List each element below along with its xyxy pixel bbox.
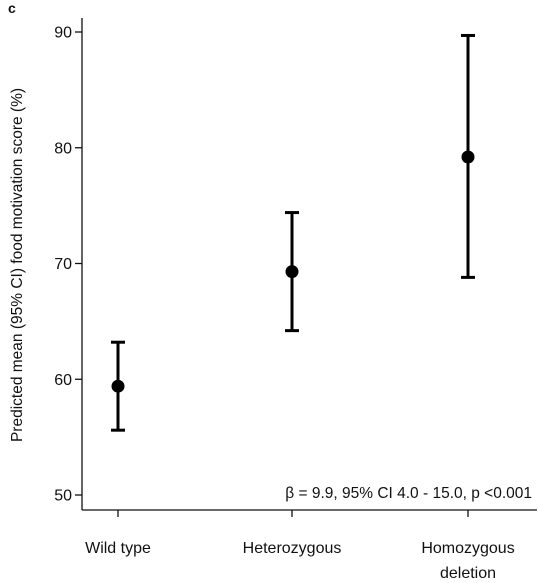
data-point bbox=[111, 379, 125, 393]
y-axis-title: Predicted mean (95% CI) food motivation … bbox=[9, 88, 26, 442]
data-points bbox=[111, 150, 475, 393]
x-tick-label: Homozygous bbox=[421, 540, 514, 557]
x-tick-label: Heterozygous bbox=[243, 540, 342, 557]
y-tick-label: 60 bbox=[54, 372, 72, 389]
x-tick-label: Wild type bbox=[85, 540, 151, 557]
y-tick-label: 50 bbox=[54, 488, 72, 505]
y-ticks: 50 60 70 80 90 bbox=[54, 25, 82, 505]
y-tick-label: 70 bbox=[54, 256, 72, 273]
data-point bbox=[461, 150, 475, 164]
panel-label: c bbox=[8, 0, 16, 16]
y-axis-title-group: Predicted mean (95% CI) food motivation … bbox=[9, 88, 26, 442]
stats-annotation: β = 9.9, 95% CI 4.0 - 15.0, p <0.001 bbox=[285, 485, 532, 502]
error-bars bbox=[111, 33, 475, 432]
x-ticks: Wild type Heterozygous Homozygous deletion bbox=[85, 510, 515, 582]
x-tick-label: deletion bbox=[440, 565, 496, 582]
y-tick-label: 90 bbox=[54, 25, 72, 42]
data-point bbox=[285, 265, 299, 279]
y-tick-label: 80 bbox=[54, 140, 72, 157]
